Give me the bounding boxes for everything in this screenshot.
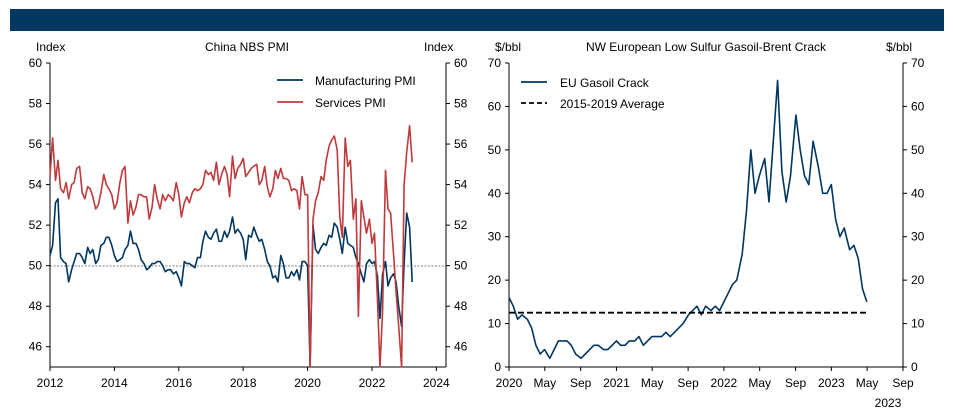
pmi-series-manufacturing-pmi-line xyxy=(49,198,413,368)
crack-xtick-label: May xyxy=(856,376,879,390)
crack-legend: EU Gasoil Crack 2015-2019 Average xyxy=(521,76,665,111)
pmi-xtick-label: 2018 xyxy=(230,376,257,390)
crack-ytick-right-label: 60 xyxy=(911,99,925,113)
crack-xtick-label: Sep xyxy=(785,376,807,390)
crack-xtick-label: 2023 xyxy=(818,376,845,390)
crack-series-eu-gasoil-crack-line xyxy=(508,79,868,360)
pmi-xtick-label: 2022 xyxy=(359,376,386,390)
crack-ytick-left-label: 70 xyxy=(488,56,502,70)
pmi-xtick-label: 2014 xyxy=(101,376,128,390)
pmi-legend: Manufacturing PMI Services PMI xyxy=(277,74,416,110)
crack-xtick-label: 2020 xyxy=(496,376,523,390)
pmi-left-ylabel: Index xyxy=(36,40,65,54)
pmi-ytick-left-label: 52 xyxy=(29,218,43,232)
crack-xtick-year-sublabel: 2023 xyxy=(875,396,902,410)
crack-right-ylabel: $/bbl xyxy=(886,40,912,54)
pmi-right-ylabel: Index xyxy=(424,40,453,54)
pmi-chart: Index China NBS PMI Index 46 46 48 48 50 50 52… xyxy=(29,40,468,390)
crack-xtick-label: 2022 xyxy=(711,376,738,390)
pmi-ytick-right-label: 58 xyxy=(454,97,468,111)
crack-ytick-right-label: 20 xyxy=(911,273,925,287)
crack-xtick-label: Sep xyxy=(677,376,699,390)
crack-xtick-label: May xyxy=(748,376,771,390)
pmi-ytick-right-label: 56 xyxy=(454,137,468,151)
pmi-ytick-right-label: 60 xyxy=(454,56,468,70)
crack-ytick-right-label: 40 xyxy=(911,186,925,200)
pmi-ytick-right-label: 52 xyxy=(454,218,468,232)
pmi-xtick-label: 2016 xyxy=(165,376,192,390)
crack-ytick-right-label: 0 xyxy=(911,360,918,374)
crack-xtick-label: May xyxy=(533,376,556,390)
legend-manufacturing-label: Manufacturing PMI xyxy=(315,74,416,88)
crack-ytick-left-label: 10 xyxy=(488,317,502,331)
pmi-ytick-right-label: 46 xyxy=(454,340,468,354)
crack-ytick-left-label: 20 xyxy=(488,273,502,287)
crack-ytick-right-label: 10 xyxy=(911,317,925,331)
legend-services-label: Services PMI xyxy=(315,96,386,110)
pmi-ytick-left-label: 48 xyxy=(29,299,43,313)
crack-ytick-left-label: 30 xyxy=(488,230,502,244)
top-banner xyxy=(10,9,944,31)
pmi-chart-title: China NBS PMI xyxy=(205,40,289,54)
crack-left-ylabel: $/bbl xyxy=(495,40,521,54)
pmi-xtick-label: 2012 xyxy=(37,376,64,390)
pmi-ytick-right-label: 48 xyxy=(454,299,468,313)
crack-ytick-right-label: 70 xyxy=(911,56,925,70)
pmi-ytick-left-label: 56 xyxy=(29,137,43,151)
pmi-xtick-label: 2024 xyxy=(423,376,450,390)
pmi-ytick-right-label: 50 xyxy=(454,259,468,273)
crack-ytick-left-label: 0 xyxy=(494,360,501,374)
crack-ytick-right-label: 50 xyxy=(911,143,925,157)
crack-xtick-label: 2021 xyxy=(603,376,630,390)
gasoil-crack-chart: $/bbl NW European Low Sulfur Gasoil-Bren… xyxy=(488,40,925,410)
pmi-ytick-left-label: 50 xyxy=(29,259,43,273)
pmi-series-services-pmi-line xyxy=(49,125,413,368)
pmi-ytick-left-label: 54 xyxy=(29,178,43,192)
crack-xtick-label: Sep xyxy=(570,376,592,390)
pmi-ytick-left-label: 58 xyxy=(29,97,43,111)
crack-chart-title: NW European Low Sulfur Gasoil-Brent Crac… xyxy=(586,40,827,54)
pmi-xtick-label: 2020 xyxy=(294,376,321,390)
legend-average-label: 2015-2019 Average xyxy=(560,97,665,111)
pmi-ytick-left-label: 46 xyxy=(29,340,43,354)
crack-ytick-left-label: 60 xyxy=(488,99,502,113)
legend-gasoil-label: EU Gasoil Crack xyxy=(560,76,650,90)
crack-ytick-right-label: 30 xyxy=(911,230,925,244)
pmi-ytick-left-label: 60 xyxy=(29,56,43,70)
crack-xtick-label: May xyxy=(641,376,664,390)
crack-ytick-left-label: 40 xyxy=(488,186,502,200)
crack-ytick-left-label: 50 xyxy=(488,143,502,157)
pmi-ytick-right-label: 54 xyxy=(454,178,468,192)
crack-xtick-label: Sep xyxy=(892,376,914,390)
